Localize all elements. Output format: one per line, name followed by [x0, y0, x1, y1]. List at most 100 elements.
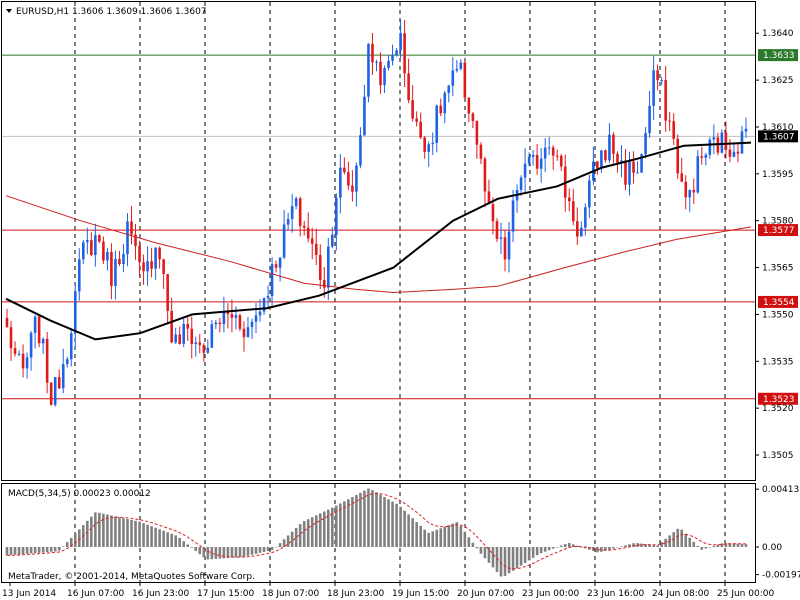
macd-bar	[186, 544, 190, 547]
macd-bar	[555, 547, 559, 548]
candle-body	[298, 198, 302, 226]
macd-bar	[415, 522, 418, 547]
macd-bar	[479, 547, 483, 554]
macd-bar	[411, 518, 414, 547]
macd-bar	[672, 532, 675, 547]
candle-body	[559, 155, 563, 167]
macd-bar	[459, 526, 463, 547]
level-tag	[758, 224, 798, 237]
dropdown-triangle-icon[interactable]	[6, 9, 12, 13]
macd-bar	[664, 538, 667, 547]
candle-body	[724, 132, 728, 150]
time-tick-label: 23 Jun 16:00	[587, 589, 644, 599]
macd-bar	[130, 519, 133, 547]
macd-bar	[326, 509, 330, 547]
candle-body	[668, 120, 671, 122]
macd-bar	[331, 507, 334, 547]
time-tick-label: 23 Jun 00:00	[522, 589, 579, 599]
candle-body	[415, 118, 418, 122]
candle-body	[580, 227, 583, 237]
candle-body	[49, 382, 53, 405]
macd-bar	[467, 537, 471, 547]
macd-bar	[218, 547, 222, 559]
candle-body	[110, 251, 113, 286]
macd-bar	[483, 547, 487, 559]
candle-body	[744, 128, 748, 132]
macd-bar	[612, 547, 615, 549]
macd-bar	[13, 547, 17, 555]
candle-body	[186, 323, 190, 329]
candle-body	[588, 180, 591, 208]
macd-histogram	[5, 488, 748, 577]
candle-body	[555, 155, 559, 157]
price-tick-label: 1.3610	[762, 123, 794, 133]
candle-body	[387, 60, 390, 69]
price-tick-label: 1.3625	[762, 76, 794, 86]
candle-body	[118, 258, 121, 265]
candle-body	[547, 147, 551, 149]
macd-bar	[407, 514, 410, 547]
candle-body	[604, 150, 607, 161]
candle-body	[310, 238, 314, 244]
candle-body	[126, 221, 129, 255]
candle-body	[584, 207, 587, 228]
macd-bar	[351, 497, 354, 547]
candle-body	[527, 156, 531, 164]
macd-bar	[182, 541, 186, 547]
candle-body	[628, 161, 631, 185]
candle-body	[37, 316, 41, 344]
macd-tick-label: 0.00	[762, 543, 782, 553]
macd-bar	[174, 535, 177, 547]
macd-bar	[463, 531, 467, 547]
macd-bar	[250, 547, 254, 555]
grid-lines	[74, 2, 726, 582]
macd-bar	[122, 518, 125, 547]
candle-body	[684, 181, 688, 198]
candle-body	[306, 227, 310, 239]
macd-bar	[391, 501, 394, 547]
macd-bar	[110, 515, 113, 547]
macd-bar	[94, 512, 97, 547]
symbol-quote: EURUSD,H1 1.3606 1.3609 1.3606 1.3607	[16, 7, 207, 17]
candle-body	[77, 259, 81, 292]
macd-bar	[17, 547, 21, 555]
candle-body	[45, 338, 49, 383]
macd-bar	[471, 542, 475, 547]
candle-body	[503, 237, 507, 260]
macd-bar	[596, 547, 599, 553]
macd-bar	[226, 547, 230, 558]
macd-bar	[158, 529, 161, 547]
level-tag-label: 1.3633	[763, 51, 795, 61]
macd-bar	[443, 526, 447, 547]
macd-bar	[322, 511, 326, 547]
macd-bar	[491, 547, 495, 568]
candle-body	[523, 163, 527, 178]
candle-body	[612, 134, 615, 154]
candle-body	[322, 280, 326, 288]
macd-bar	[375, 492, 378, 547]
candle-body	[696, 156, 700, 193]
macd-bar	[355, 494, 358, 547]
candle-body	[254, 315, 258, 322]
macd-bar	[527, 547, 531, 561]
candle-body	[202, 345, 206, 353]
macd-bar	[314, 515, 318, 547]
macd-bar	[399, 506, 402, 547]
macd-bar	[616, 547, 619, 548]
macd-bar	[732, 543, 736, 547]
macd-bar	[680, 529, 684, 547]
candle-body	[21, 353, 25, 369]
candle-body	[262, 298, 266, 312]
macd-bar	[274, 546, 278, 548]
macd-bar	[194, 547, 198, 551]
macd-bar	[118, 517, 121, 547]
candle-body	[632, 161, 635, 173]
candle-body	[69, 333, 73, 360]
candle-body	[17, 353, 21, 355]
candle-body	[174, 334, 177, 343]
macd-bar	[230, 547, 234, 558]
macd-bar	[379, 494, 382, 547]
candle-body	[732, 151, 736, 157]
macd-bar	[142, 523, 145, 547]
candle-body	[318, 254, 322, 281]
